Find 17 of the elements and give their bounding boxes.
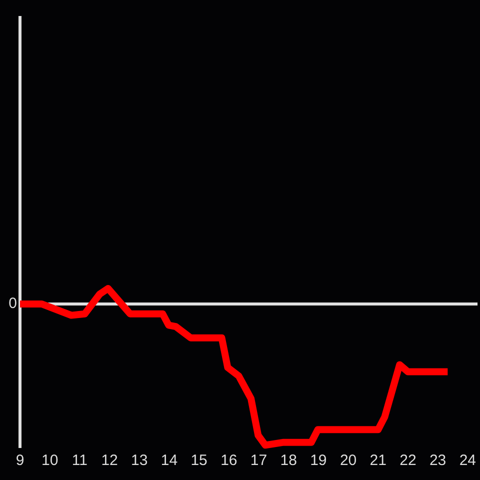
x-tick-label: 19 xyxy=(310,452,327,470)
x-tick-label: 14 xyxy=(160,452,178,470)
x-tick-label: 10 xyxy=(42,452,58,470)
x-tick-label: 11 xyxy=(72,452,88,470)
x-tick-label: 22 xyxy=(400,452,416,470)
x-tick-label: 18 xyxy=(280,452,297,470)
x-tick-label: 21 xyxy=(370,452,386,470)
x-tick-label: 23 xyxy=(429,452,446,470)
x-tick-label: 17 xyxy=(250,452,268,470)
ref-line-label: 0 xyxy=(8,295,17,312)
x-tick-label: 16 xyxy=(220,452,238,470)
x-tick-label: 15 xyxy=(190,452,208,470)
x-tick-label: 20 xyxy=(340,452,357,470)
x-tick-label: 12 xyxy=(101,452,118,470)
x-tick-label: 24 xyxy=(459,452,476,470)
x-tick-label: 13 xyxy=(131,452,148,470)
x-tick-label: 9 xyxy=(16,452,24,470)
